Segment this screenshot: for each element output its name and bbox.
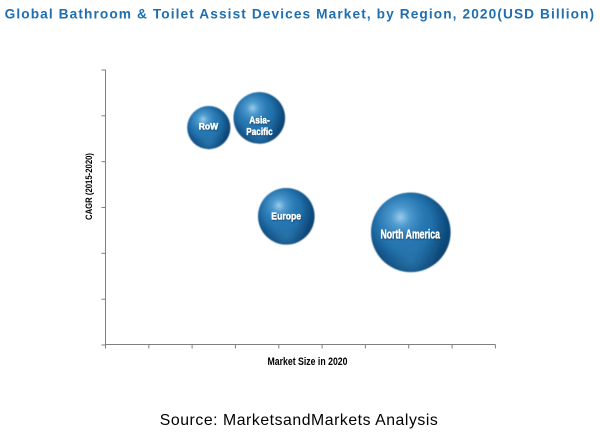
svg-text:CAGR (2015-2020): CAGR (2015-2020) (84, 153, 94, 220)
svg-text:Global Bathroom & Toilet Assis: Global Bathroom & Toilet Assist Devices … (5, 6, 595, 21)
svg-text:RoW: RoW (199, 122, 219, 132)
svg-text:Europe: Europe (271, 212, 301, 223)
svg-text:Market Size in 2020: Market Size in 2020 (268, 356, 348, 368)
svg-text:Source: MarketsandMarkets Anal: Source: MarketsandMarkets Analysis (160, 412, 438, 429)
svg-text:North America: North America (380, 226, 440, 241)
svg-text:Asia-: Asia- (249, 116, 270, 127)
svg-text:Pacific: Pacific (246, 127, 273, 138)
